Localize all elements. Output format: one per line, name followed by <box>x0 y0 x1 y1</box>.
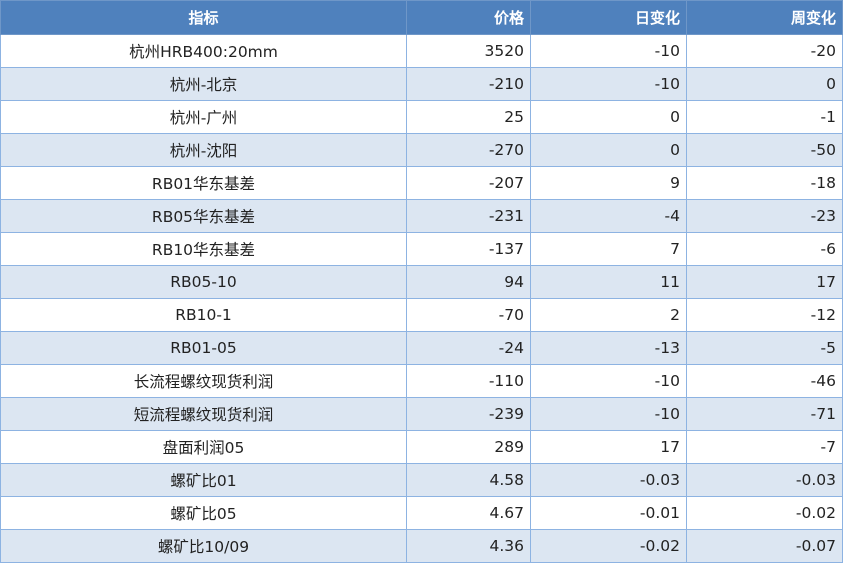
cell-daily-change: -10 <box>530 397 687 431</box>
cell-price: -270 <box>406 133 531 167</box>
cell-indicator: RB01-05 <box>0 331 407 365</box>
cell-daily-change: -10 <box>530 364 687 398</box>
table-row: 螺矿比01 4.58 -0.03 -0.03 <box>0 463 843 497</box>
cell-weekly-change: -7 <box>686 430 843 464</box>
cell-indicator: 短流程螺纹现货利润 <box>0 397 407 431</box>
cell-weekly-change: -18 <box>686 166 843 200</box>
data-table: 指标 价格 日变化 周变化 杭州HRB400:20mm 3520 -10 -20 杭州-… <box>0 0 843 563</box>
cell-indicator: 杭州HRB400:20mm <box>0 34 407 68</box>
cell-price: 289 <box>406 430 531 464</box>
cell-daily-change: -0.02 <box>530 529 687 563</box>
cell-indicator: 长流程螺纹现货利润 <box>0 364 407 398</box>
cell-indicator: 杭州-北京 <box>0 67 407 101</box>
cell-daily-change: -0.01 <box>530 496 687 530</box>
table-row: RB01-05 -24 -13 -5 <box>0 331 843 365</box>
table-row: 杭州-北京 -210 -10 0 <box>0 67 843 101</box>
cell-daily-change: 0 <box>530 100 687 134</box>
table-row: 短流程螺纹现货利润 -239 -10 -71 <box>0 397 843 431</box>
cell-price: -207 <box>406 166 531 200</box>
cell-indicator: RB05华东基差 <box>0 199 407 233</box>
cell-weekly-change: -20 <box>686 34 843 68</box>
table-row: 盘面利润05 289 17 -7 <box>0 430 843 464</box>
table-row: 螺矿比10/09 4.36 -0.02 -0.07 <box>0 529 843 563</box>
cell-price: 3520 <box>406 34 531 68</box>
cell-daily-change: 17 <box>530 430 687 464</box>
cell-daily-change: -0.03 <box>530 463 687 497</box>
table-row: 杭州-沈阳 -270 0 -50 <box>0 133 843 167</box>
table-row: RB10华东基差 -137 7 -6 <box>0 232 843 266</box>
cell-daily-change: 11 <box>530 265 687 299</box>
cell-weekly-change: -71 <box>686 397 843 431</box>
cell-weekly-change: -0.03 <box>686 463 843 497</box>
table-row: RB01华东基差 -207 9 -18 <box>0 166 843 200</box>
column-header-daily-change: 日变化 <box>530 0 687 35</box>
cell-daily-change: -13 <box>530 331 687 365</box>
cell-price: -24 <box>406 331 531 365</box>
cell-indicator: RB10-1 <box>0 298 407 332</box>
table-row: RB05-10 94 11 17 <box>0 265 843 299</box>
cell-weekly-change: -46 <box>686 364 843 398</box>
cell-indicator: 盘面利润05 <box>0 430 407 464</box>
cell-weekly-change: -6 <box>686 232 843 266</box>
cell-daily-change: 7 <box>530 232 687 266</box>
cell-price: -137 <box>406 232 531 266</box>
cell-weekly-change: 17 <box>686 265 843 299</box>
cell-weekly-change: -0.02 <box>686 496 843 530</box>
cell-weekly-change: -12 <box>686 298 843 332</box>
cell-price: 94 <box>406 265 531 299</box>
header-row: 指标 价格 日变化 周变化 <box>0 0 843 35</box>
cell-indicator: 螺矿比10/09 <box>0 529 407 563</box>
cell-price: 4.58 <box>406 463 531 497</box>
cell-weekly-change: -5 <box>686 331 843 365</box>
cell-weekly-change: 0 <box>686 67 843 101</box>
cell-price: 25 <box>406 100 531 134</box>
cell-indicator: RB05-10 <box>0 265 407 299</box>
column-header-price: 价格 <box>406 0 531 35</box>
column-header-weekly-change: 周变化 <box>686 0 843 35</box>
table-row: RB10-1 -70 2 -12 <box>0 298 843 332</box>
cell-weekly-change: -1 <box>686 100 843 134</box>
table-row: 长流程螺纹现货利润 -110 -10 -46 <box>0 364 843 398</box>
cell-price: -110 <box>406 364 531 398</box>
cell-weekly-change: -0.07 <box>686 529 843 563</box>
cell-daily-change: -10 <box>530 67 687 101</box>
cell-daily-change: 0 <box>530 133 687 167</box>
cell-price: -239 <box>406 397 531 431</box>
cell-price: -231 <box>406 199 531 233</box>
table-row: 杭州HRB400:20mm 3520 -10 -20 <box>0 34 843 68</box>
cell-indicator: 螺矿比01 <box>0 463 407 497</box>
cell-daily-change: -4 <box>530 199 687 233</box>
cell-weekly-change: -50 <box>686 133 843 167</box>
cell-price: 4.67 <box>406 496 531 530</box>
cell-indicator: RB01华东基差 <box>0 166 407 200</box>
column-header-indicator: 指标 <box>0 0 407 35</box>
cell-daily-change: -10 <box>530 34 687 68</box>
cell-indicator: RB10华东基差 <box>0 232 407 266</box>
cell-price: 4.36 <box>406 529 531 563</box>
cell-price: -70 <box>406 298 531 332</box>
cell-indicator: 杭州-广州 <box>0 100 407 134</box>
cell-daily-change: 2 <box>530 298 687 332</box>
table-row: 螺矿比05 4.67 -0.01 -0.02 <box>0 496 843 530</box>
cell-daily-change: 9 <box>530 166 687 200</box>
cell-indicator: 螺矿比05 <box>0 496 407 530</box>
cell-weekly-change: -23 <box>686 199 843 233</box>
table-row: RB05华东基差 -231 -4 -23 <box>0 199 843 233</box>
table-body: 杭州HRB400:20mm 3520 -10 -20 杭州-北京 -210 -10 0 杭州-广… <box>0 34 843 563</box>
cell-price: -210 <box>406 67 531 101</box>
table-header: 指标 价格 日变化 周变化 <box>0 0 843 35</box>
cell-indicator: 杭州-沈阳 <box>0 133 407 167</box>
table-row: 杭州-广州 25 0 -1 <box>0 100 843 134</box>
